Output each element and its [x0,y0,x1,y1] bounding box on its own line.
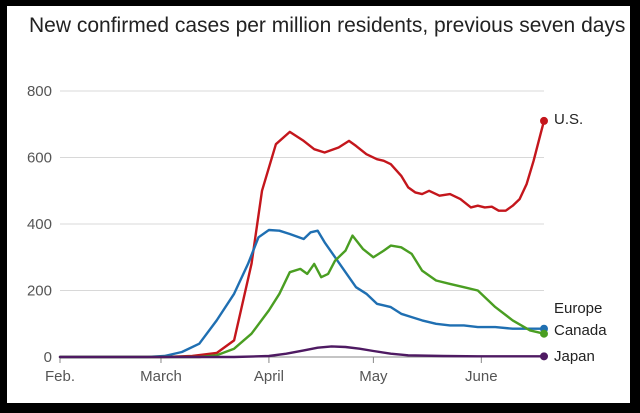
series-label-japan: Japan [554,348,595,365]
y-tick-label-0: 0 [44,349,52,366]
series-line-canada [58,234,546,359]
x-tick-label-june: June [465,368,498,385]
y-tick-label-400: 400 [27,216,52,233]
y-tick-label-800: 800 [27,83,52,100]
series-label-europe: Europe [554,300,602,317]
series-label-us: U.S. [554,111,583,128]
series-end-dot-japan [540,352,548,361]
series-end-dot-canada [540,329,548,338]
x-tick-label-april: April [254,368,284,385]
chart-title: New confirmed cases per million resident… [29,14,626,37]
series-line-japan [58,345,546,359]
y-tick-label-200: 200 [27,283,52,300]
x-tick-label-march: March [140,368,182,385]
series-label-canada: Canada [554,322,607,339]
x-tick-label-feb: Feb. [45,368,75,385]
series-end-dot-us [540,116,548,125]
series-line-europe [58,228,546,359]
x-tick-label-may: May [359,368,388,385]
series-line-us [58,119,546,359]
y-tick-label-600: 600 [27,150,52,167]
line-chart: 0 200 400 600 800 Feb. March April May June U.S. Eu… [27,83,607,385]
chart-frame: New confirmed cases per million resident… [7,6,630,403]
